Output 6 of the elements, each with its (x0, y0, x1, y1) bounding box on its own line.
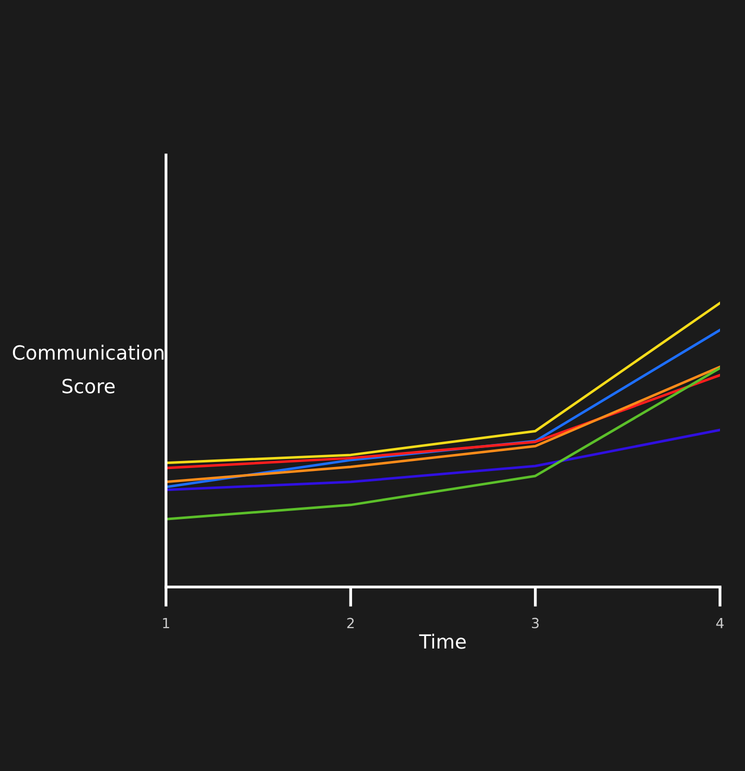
x-tick-label: 1 (163, 618, 170, 628)
y-axis-title: Communication Score (12, 344, 164, 394)
x-tick-label: 2 (347, 618, 354, 628)
x-axis-title: Time (419, 634, 466, 649)
x-tick-label: 4 (716, 618, 724, 628)
x-tick-label: 3 (532, 618, 539, 628)
